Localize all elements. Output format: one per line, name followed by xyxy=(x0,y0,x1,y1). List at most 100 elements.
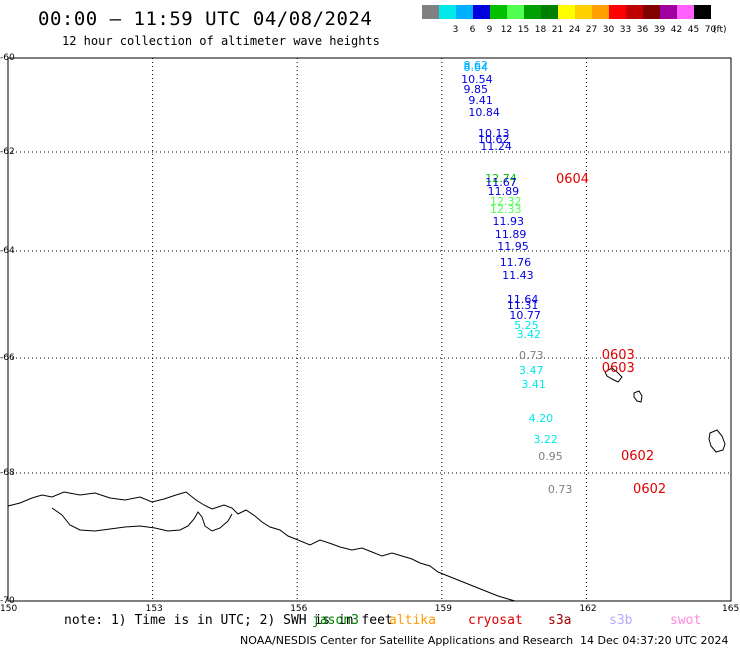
wave-height-label: 12.74 xyxy=(485,171,517,185)
island-1 xyxy=(604,367,623,383)
wave-height-label: 11.89 xyxy=(487,184,520,198)
wave-height-label: 10.84 xyxy=(468,106,500,120)
color-swatch xyxy=(643,5,660,19)
color-swatch-label: 3 xyxy=(452,25,459,35)
lat-tick-label: -60 xyxy=(0,53,15,63)
color-swatch xyxy=(592,5,609,19)
satellite-legend-item: jason3 xyxy=(312,613,359,628)
graticule xyxy=(8,58,731,601)
map-title: 00:00 — 11:59 UTC 04/08/2024 xyxy=(38,8,373,30)
lon-tick-label: 165 xyxy=(722,604,740,614)
color-swatch xyxy=(558,5,575,19)
color-swatch-label: 42 xyxy=(670,25,683,35)
lat-tick-label: -64 xyxy=(0,246,15,256)
color-swatch-label: 21 xyxy=(551,25,564,35)
wave-height-label: 10.77 xyxy=(509,309,541,323)
wave-height-label: 10.13 xyxy=(478,127,510,141)
wave-height-label: 4.20 xyxy=(528,412,554,426)
lat-tick-label: -62 xyxy=(0,147,15,157)
satellite-legend-item: s3a xyxy=(548,613,572,628)
color-swatch xyxy=(422,5,439,19)
color-swatch-label: 24 xyxy=(568,25,581,35)
wave-height-label: 11.93 xyxy=(492,215,524,229)
wave-height-label: 3.41 xyxy=(521,377,546,391)
pass-time-label: 0603 xyxy=(601,348,635,364)
lon-tick-label: 153 xyxy=(145,604,163,614)
color-swatch xyxy=(490,5,507,19)
wave-height-label: 11.24 xyxy=(480,140,512,154)
wave-height-label: 0.73 xyxy=(547,483,573,496)
lat-tick-label: -70 xyxy=(0,596,15,606)
satellite-legend-item: altika xyxy=(389,613,436,628)
color-swatch xyxy=(541,5,558,19)
color-swatch-label: 33 xyxy=(619,25,632,35)
wave-height-label: 11.64 xyxy=(506,293,539,307)
wave-height-label: 11.89 xyxy=(494,227,527,241)
color-swatch xyxy=(439,5,456,19)
wave-height-label: 11.76 xyxy=(499,255,532,269)
color-swatch-label: 9 xyxy=(486,25,493,35)
pass-time-label: 0602 xyxy=(633,482,667,497)
pass-time-label: 0602 xyxy=(621,448,655,464)
lat-tick-label: -66 xyxy=(0,353,15,363)
wave-height-label: 0.95 xyxy=(538,449,563,463)
color-swatch xyxy=(456,5,473,19)
wave-height-label: 12.33 xyxy=(490,202,522,216)
lon-tick-label: 150 xyxy=(0,604,18,614)
coastline-inlet xyxy=(51,507,233,532)
color-swatch-label: 30 xyxy=(602,25,615,35)
wave-height-label: 9.85 xyxy=(463,82,489,96)
footer-note: note: 1) Time is in UTC; 2) SWH is in fe… xyxy=(64,613,393,628)
color-swatch xyxy=(677,5,694,19)
color-scale-unit: (ft) xyxy=(713,25,727,35)
wave-height-label: 0.73 xyxy=(518,349,544,363)
wave-height-label: 8.64 xyxy=(463,61,489,75)
wave-height-label: 11.43 xyxy=(502,269,534,283)
color-swatch xyxy=(694,5,711,19)
satellite-legend-item: s3b xyxy=(609,613,633,628)
satellite-legend-item: swot xyxy=(670,613,702,628)
lon-tick-label: 156 xyxy=(290,604,308,614)
wave-height-label: 11.31 xyxy=(506,298,539,312)
color-swatch xyxy=(473,5,490,19)
generation-timestamp: 14 Dec 04:37:20 UTC 2024 xyxy=(580,634,729,647)
color-swatch xyxy=(609,5,626,19)
color-swatch-label: 39 xyxy=(653,25,666,35)
lon-tick-label: 162 xyxy=(579,604,597,614)
wave-height-label: 11.67 xyxy=(485,175,517,189)
wave-height-label: 3.42 xyxy=(516,327,542,341)
wave-height-label: 3.22 xyxy=(533,432,558,446)
island-3 xyxy=(708,429,726,453)
color-swatch-label: 15 xyxy=(517,25,530,35)
pass-time-label: 0603 xyxy=(601,361,635,377)
color-swatch-label: 6 xyxy=(469,25,476,35)
color-swatch-label: 36 xyxy=(636,25,649,35)
lon-tick-label: 159 xyxy=(434,604,452,614)
color-swatch xyxy=(507,5,524,19)
color-swatch xyxy=(524,5,541,19)
pass-time-label: 0604 xyxy=(555,172,590,188)
color-swatch-label: 45 xyxy=(687,25,700,35)
lat-tick-label: -68 xyxy=(0,468,15,478)
wave-height-label: 11.95 xyxy=(497,240,529,254)
color-swatch xyxy=(660,5,677,19)
color-swatch-label: 70 xyxy=(704,25,717,35)
wave-height-label: 9.41 xyxy=(468,94,493,108)
color-swatch xyxy=(575,5,592,19)
wave-height-label: 10.54 xyxy=(461,73,493,87)
color-swatch-label: 18 xyxy=(534,25,547,35)
credit-line: NOAA/NESDIS Center for Satellite Applica… xyxy=(240,634,574,647)
color-swatch xyxy=(626,5,643,19)
island-2 xyxy=(633,390,643,403)
wave-height-label: 5.25 xyxy=(514,318,539,332)
color-swatch-label: 27 xyxy=(585,25,598,35)
map-subtitle: 12 hour collection of altimeter wave hei… xyxy=(62,34,380,48)
satellite-legend-item: cryosat xyxy=(468,613,523,628)
map-frame xyxy=(7,57,732,602)
color-swatch-label: 12 xyxy=(500,25,513,35)
wave-height-label: 8.62 xyxy=(463,59,489,73)
wave-height-label: 10.62 xyxy=(478,132,510,146)
coastline-antarctica xyxy=(7,491,516,602)
wave-height-label: 12.32 xyxy=(490,194,522,208)
